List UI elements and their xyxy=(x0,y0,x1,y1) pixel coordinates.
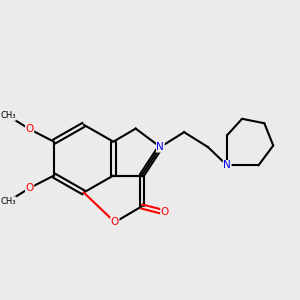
Text: O: O xyxy=(161,207,169,218)
Text: N: N xyxy=(157,142,164,152)
Text: O: O xyxy=(26,183,34,193)
Text: O: O xyxy=(111,217,119,227)
Text: CH₃: CH₃ xyxy=(0,197,16,206)
Text: CH₃: CH₃ xyxy=(0,111,16,120)
Text: N: N xyxy=(223,160,231,170)
Text: O: O xyxy=(26,124,34,134)
